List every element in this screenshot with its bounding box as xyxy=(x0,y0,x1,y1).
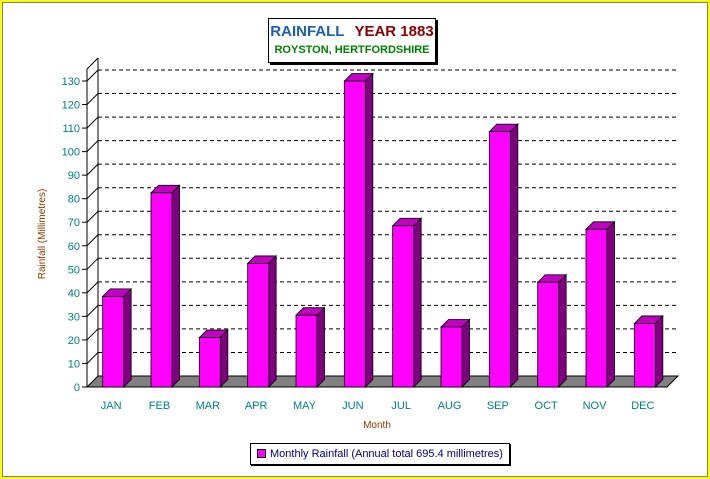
x-tick-label: MAY xyxy=(293,400,317,412)
gridline-stub xyxy=(86,257,99,270)
x-tick-label: AUG xyxy=(438,400,462,412)
y-tick-label: 110 xyxy=(62,123,80,135)
bar-side xyxy=(171,184,180,388)
y-tick-label: 60 xyxy=(68,241,80,253)
bar xyxy=(537,281,560,388)
bar-side xyxy=(654,314,664,388)
bar xyxy=(150,192,173,388)
y-axis-top xyxy=(86,57,99,70)
bar-side xyxy=(316,306,325,388)
bar xyxy=(440,326,463,388)
bar-side xyxy=(364,72,374,388)
bar-side xyxy=(509,123,519,388)
y-tick-label: 20 xyxy=(68,335,80,347)
chart-title-year: YEAR 1883 xyxy=(354,23,434,40)
y-tick-label: 90 xyxy=(68,170,80,182)
gridline-stub xyxy=(86,281,99,294)
x-tick-label: FEB xyxy=(149,400,170,412)
bar xyxy=(198,337,221,388)
legend: Monthly Rainfall (Annual total 695.4 mil… xyxy=(250,443,510,465)
gridline-stub xyxy=(86,305,99,317)
bar xyxy=(343,80,366,388)
x-tick-label: APR xyxy=(245,400,268,412)
x-tick-label: JAN xyxy=(101,400,122,412)
legend-swatch xyxy=(257,448,266,458)
y-tick-label: 0 xyxy=(74,382,80,394)
y-tick-label: 100 xyxy=(62,147,80,159)
gridline-stub xyxy=(86,163,99,176)
chart-title: RAINFALL xyxy=(270,23,345,40)
bar xyxy=(585,228,608,388)
bar xyxy=(633,323,656,388)
bar xyxy=(295,314,318,388)
x-tick-label: DEC xyxy=(631,400,654,412)
x-tick-label: SEP xyxy=(487,400,509,412)
x-tick-label: JUN xyxy=(342,400,363,412)
y-tick-label: 120 xyxy=(62,100,80,112)
bar xyxy=(102,295,125,388)
chart-title-line: RAINFALL YEAR 1883 xyxy=(269,23,435,40)
bar-side xyxy=(606,220,615,388)
x-tick-label: MAR xyxy=(196,400,221,412)
gridline-stub xyxy=(86,234,99,247)
y-tick-label: 80 xyxy=(68,194,80,206)
gridline-stub xyxy=(86,352,99,364)
legend-label: Monthly Rainfall (Annual total 695.4 mil… xyxy=(270,448,503,460)
x-axis-label: Month xyxy=(363,420,391,431)
y-tick-label: 30 xyxy=(68,311,80,323)
y-tick-label: 10 xyxy=(68,358,80,370)
y-tick-label: 50 xyxy=(68,264,80,276)
bar-side xyxy=(558,273,567,388)
gridline-stub xyxy=(86,187,99,200)
y-tick-label: 40 xyxy=(68,288,80,300)
y-axis-label: Rainfall (Millimetres) xyxy=(37,189,48,280)
bar-side xyxy=(268,254,277,388)
bar-side xyxy=(123,287,132,388)
title-box: RAINFALL YEAR 1883 ROYSTON, HERTFORDSHIRE xyxy=(268,18,436,63)
bar-side xyxy=(461,318,470,388)
bar xyxy=(392,225,415,388)
y-tick-label: 130 xyxy=(62,76,80,88)
y-tick-label: 70 xyxy=(68,217,80,229)
gridline-stub xyxy=(86,140,99,152)
gridline-stub xyxy=(86,69,99,82)
chart-subtitle: ROYSTON, HERTFORDSHIRE xyxy=(274,44,430,56)
x-tick-label: OCT xyxy=(535,400,559,412)
gridline-stub xyxy=(86,93,99,105)
bar-side xyxy=(413,217,422,388)
bar-side xyxy=(219,329,229,388)
bar xyxy=(488,131,511,388)
x-tick-label: NOV xyxy=(583,400,608,412)
bar xyxy=(247,263,270,388)
gridline-stub xyxy=(86,328,99,341)
gridline-stub xyxy=(86,116,99,129)
gridline-stub xyxy=(86,210,99,223)
x-tick-label: JUL xyxy=(391,400,411,412)
